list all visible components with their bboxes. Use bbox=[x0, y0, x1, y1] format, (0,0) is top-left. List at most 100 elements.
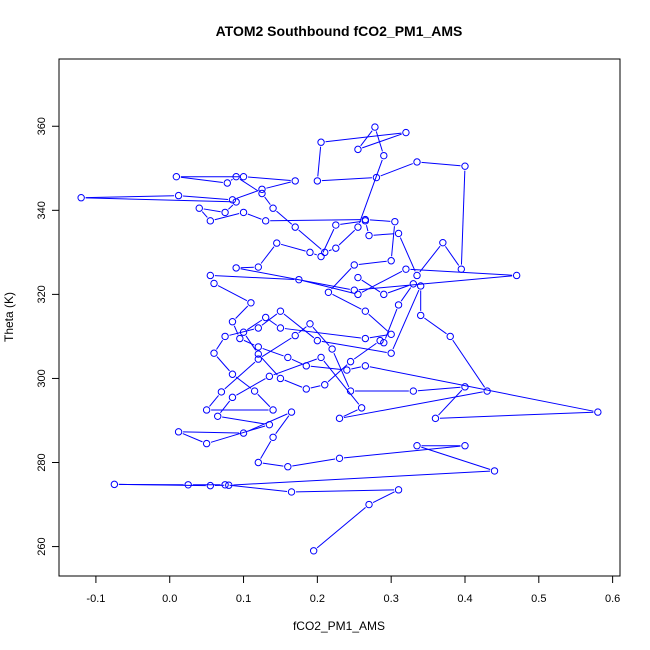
series-line-segment bbox=[399, 237, 416, 272]
data-point bbox=[413, 271, 421, 280]
series-line-segment bbox=[358, 260, 387, 265]
data-point bbox=[361, 307, 370, 315]
data-point bbox=[361, 334, 370, 343]
data-point bbox=[483, 387, 491, 395]
data-point bbox=[335, 414, 344, 423]
series-line-segment bbox=[321, 177, 372, 182]
series-line-segment bbox=[233, 325, 239, 335]
series-line-segment bbox=[421, 161, 461, 167]
series-line-segment bbox=[262, 347, 284, 357]
x-tick-label: -0.1 bbox=[86, 593, 105, 605]
data-point bbox=[287, 408, 296, 416]
y-tick-label: 360 bbox=[36, 117, 48, 135]
data-point bbox=[254, 263, 263, 271]
series-line-segment bbox=[283, 313, 315, 339]
data-point bbox=[439, 238, 447, 247]
series-line-segment bbox=[303, 280, 354, 294]
series-line-segment bbox=[85, 195, 175, 199]
data-point bbox=[354, 223, 362, 231]
series-line-segment bbox=[421, 446, 491, 471]
data-point bbox=[380, 290, 388, 299]
data-point bbox=[461, 162, 469, 170]
series-line-segment bbox=[183, 195, 229, 200]
series-line-segment bbox=[361, 279, 381, 293]
series-line-segment bbox=[373, 233, 395, 236]
data-point bbox=[321, 381, 329, 389]
series-line-segment bbox=[264, 196, 271, 205]
data-point bbox=[228, 196, 237, 204]
data-point bbox=[174, 191, 183, 200]
series-line-segment bbox=[439, 411, 594, 419]
data-point bbox=[239, 208, 248, 217]
series-line-segment bbox=[312, 326, 330, 346]
data-point bbox=[265, 372, 274, 381]
data-point bbox=[202, 439, 211, 448]
data-point bbox=[431, 414, 440, 423]
data-point bbox=[239, 429, 248, 437]
series-line-segment bbox=[220, 400, 231, 414]
series-line-segment bbox=[438, 389, 463, 416]
series-line-segment bbox=[380, 163, 413, 177]
y-tick-label: 260 bbox=[36, 537, 48, 555]
series-line-segment bbox=[247, 413, 288, 432]
series-line-segment bbox=[85, 197, 232, 203]
series-line-segment bbox=[419, 245, 441, 273]
series-line-segment bbox=[460, 170, 466, 265]
series-line-segment bbox=[275, 415, 290, 434]
data-point bbox=[269, 204, 277, 212]
series-line-segment bbox=[239, 178, 259, 192]
series-line-segment bbox=[365, 225, 369, 232]
data-point bbox=[354, 290, 362, 299]
data-point bbox=[350, 261, 358, 269]
y-tick-label: 300 bbox=[36, 369, 48, 387]
series-line-segment bbox=[292, 458, 336, 467]
data-point bbox=[416, 311, 425, 320]
data-point bbox=[250, 387, 259, 395]
data-point bbox=[350, 286, 358, 294]
data-point bbox=[239, 172, 248, 181]
data-point bbox=[413, 158, 421, 166]
data-point bbox=[291, 331, 299, 340]
data-point bbox=[261, 313, 270, 322]
data-point bbox=[202, 406, 211, 414]
data-point bbox=[206, 217, 215, 225]
x-tick-label: 0.4 bbox=[457, 593, 472, 605]
series-line-segment bbox=[284, 379, 303, 388]
data-point bbox=[236, 334, 244, 343]
data-point bbox=[387, 330, 395, 339]
data-point bbox=[284, 463, 292, 471]
data-point bbox=[228, 318, 237, 326]
data-point bbox=[225, 481, 233, 489]
series-line-segment bbox=[392, 289, 420, 350]
data-point bbox=[328, 345, 336, 353]
data-series bbox=[77, 123, 602, 555]
series-line-segment bbox=[261, 337, 292, 358]
series-line-segment bbox=[209, 395, 219, 407]
series-line-segment bbox=[400, 287, 412, 302]
series-line-segment bbox=[180, 176, 223, 183]
data-point bbox=[461, 383, 469, 391]
data-point bbox=[174, 428, 183, 436]
series-line-segment bbox=[214, 275, 295, 280]
data-point bbox=[302, 362, 310, 370]
data-point bbox=[258, 189, 266, 198]
series-line-segment bbox=[362, 133, 402, 149]
data-point bbox=[284, 353, 292, 362]
series-line-segment bbox=[328, 249, 332, 252]
series-line-segment bbox=[327, 364, 348, 383]
series-line-segment bbox=[325, 132, 402, 143]
series-line-segment bbox=[358, 275, 513, 291]
series-line-segment bbox=[343, 391, 483, 419]
series-line-segment bbox=[229, 328, 255, 336]
series-line-segment bbox=[452, 339, 486, 388]
data-point bbox=[380, 151, 388, 160]
series-line-segment bbox=[368, 313, 389, 332]
data-point bbox=[394, 301, 403, 309]
data-point bbox=[324, 288, 333, 296]
y-tick-label: 340 bbox=[36, 201, 48, 219]
data-point bbox=[210, 279, 218, 288]
series-line-segment bbox=[216, 339, 224, 350]
data-point bbox=[276, 324, 285, 332]
series-line-segment bbox=[331, 267, 352, 290]
